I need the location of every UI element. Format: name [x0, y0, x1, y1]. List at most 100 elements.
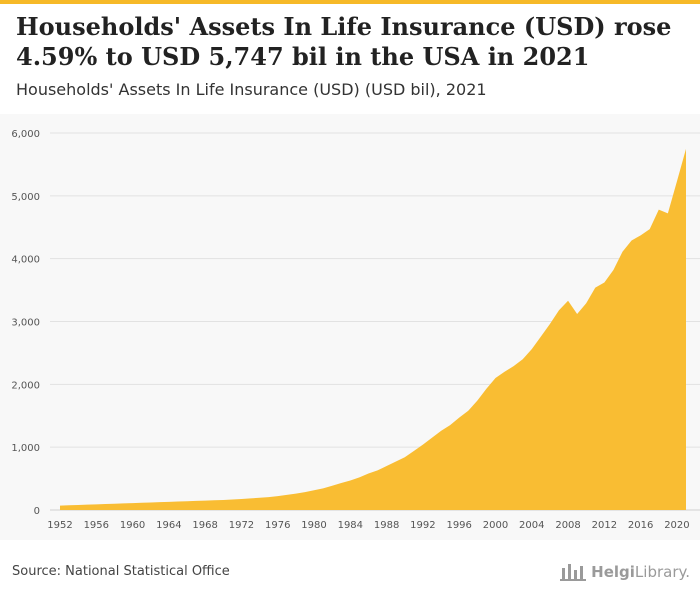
x-tick-label: 1992 [410, 520, 435, 531]
data-point-1996[interactable] [457, 416, 461, 420]
data-point-1989[interactable] [394, 460, 398, 464]
source-note: Source: National Statistical Office [12, 564, 230, 579]
data-point-1971[interactable] [230, 498, 234, 502]
data-point-1955[interactable] [85, 503, 89, 507]
y-tick-label: 2,000 [11, 380, 40, 391]
data-point-1981[interactable] [321, 486, 325, 490]
data-point-1954[interactable] [76, 503, 80, 507]
y-tick-label: 3,000 [11, 318, 40, 329]
data-point-1980[interactable] [312, 488, 316, 492]
data-point-1997[interactable] [466, 409, 470, 413]
data-point-1970[interactable] [221, 498, 225, 502]
x-tick-label: 2008 [555, 520, 580, 531]
data-point-1964[interactable] [167, 500, 171, 504]
data-point-2002[interactable] [512, 364, 516, 368]
data-point-1978[interactable] [294, 492, 298, 496]
data-point-2012[interactable] [602, 281, 606, 285]
data-point-1974[interactable] [258, 496, 262, 500]
data-point-2001[interactable] [503, 370, 507, 374]
data-point-1977[interactable] [285, 493, 289, 497]
data-point-2020[interactable] [675, 179, 679, 183]
data-point-2019[interactable] [666, 211, 670, 215]
data-point-1984[interactable] [348, 478, 352, 482]
data-point-2006[interactable] [548, 322, 552, 326]
data-point-2003[interactable] [521, 357, 525, 361]
data-point-1972[interactable] [239, 497, 243, 501]
x-tick-label: 1972 [229, 520, 254, 531]
data-point-1960[interactable] [131, 501, 135, 505]
data-point-1979[interactable] [303, 490, 307, 494]
data-point-2021[interactable] [684, 147, 688, 151]
data-point-1973[interactable] [249, 496, 253, 500]
x-tick-label: 1960 [120, 520, 145, 531]
data-point-2005[interactable] [539, 335, 543, 339]
data-point-1987[interactable] [376, 468, 380, 472]
y-tick-label: 1,000 [11, 443, 40, 454]
data-point-1995[interactable] [448, 423, 452, 427]
data-point-1959[interactable] [122, 501, 126, 505]
x-axis-ticks: 1952 1956 1960 1964 1968 1972 1976 1980 1984 1988… [47, 520, 689, 531]
data-point-1976[interactable] [276, 494, 280, 498]
data-point-1952[interactable] [58, 504, 62, 508]
x-tick-label: 1964 [156, 520, 181, 531]
x-tick-label: 1968 [192, 520, 217, 531]
chart-title: Households' Assets In Life Insurance (US… [16, 12, 672, 71]
data-point-2014[interactable] [620, 250, 624, 254]
data-point-1963[interactable] [158, 500, 162, 504]
data-point-2017[interactable] [648, 227, 652, 231]
helgi-library-logo[interactable]: HelgiLibrary. [559, 562, 690, 582]
data-point-1969[interactable] [212, 498, 216, 502]
data-point-2004[interactable] [530, 347, 534, 351]
data-point-1975[interactable] [267, 495, 271, 499]
x-tick-label: 2012 [592, 520, 617, 531]
data-point-1994[interactable] [439, 429, 443, 433]
data-point-2011[interactable] [593, 286, 597, 290]
data-point-1990[interactable] [403, 455, 407, 459]
x-tick-label: 1980 [301, 520, 326, 531]
data-point-1988[interactable] [385, 464, 389, 468]
logo-suffix: Library. [634, 563, 690, 581]
y-axis-ticks: 0 1,000 2,000 3,000 4,000 5,000 6,000 [11, 129, 40, 517]
x-tick-label: 1996 [446, 520, 471, 531]
data-point-1985[interactable] [357, 475, 361, 479]
series-area-layer [58, 147, 688, 510]
data-point-1961[interactable] [140, 501, 144, 505]
data-point-1968[interactable] [203, 499, 207, 503]
x-tick-label: 2020 [664, 520, 689, 531]
y-tick-label: 5,000 [11, 192, 40, 203]
data-point-2015[interactable] [630, 238, 634, 242]
data-point-1956[interactable] [94, 502, 98, 506]
y-tick-label: 0 [34, 506, 40, 517]
data-point-1982[interactable] [330, 484, 334, 488]
data-point-2008[interactable] [566, 299, 570, 303]
data-point-1991[interactable] [412, 449, 416, 453]
data-point-1965[interactable] [176, 500, 180, 504]
x-tick-label: 1956 [84, 520, 109, 531]
x-tick-label: 1984 [338, 520, 363, 531]
data-point-2007[interactable] [557, 308, 561, 312]
top-accent-bar [0, 0, 700, 4]
y-tick-label: 4,000 [11, 255, 40, 266]
data-point-1992[interactable] [421, 443, 425, 447]
data-point-1966[interactable] [185, 499, 189, 503]
data-point-2000[interactable] [493, 376, 497, 380]
data-point-1957[interactable] [103, 502, 107, 506]
data-point-2013[interactable] [611, 268, 615, 272]
data-point-1993[interactable] [430, 436, 434, 440]
data-point-1998[interactable] [475, 399, 479, 403]
logo-prefix: Helgi [591, 563, 635, 581]
data-point-2010[interactable] [584, 301, 588, 305]
data-point-1986[interactable] [366, 472, 370, 476]
data-point-1983[interactable] [339, 481, 343, 485]
data-point-1999[interactable] [484, 387, 488, 391]
data-point-2009[interactable] [575, 312, 579, 316]
x-tick-label: 1952 [47, 520, 72, 531]
library-building-icon [560, 564, 587, 581]
data-point-2018[interactable] [657, 208, 661, 212]
data-point-1958[interactable] [112, 502, 116, 506]
data-point-2016[interactable] [639, 233, 643, 237]
data-point-1953[interactable] [67, 503, 71, 507]
data-point-1962[interactable] [149, 500, 153, 504]
data-point-1967[interactable] [194, 499, 198, 503]
